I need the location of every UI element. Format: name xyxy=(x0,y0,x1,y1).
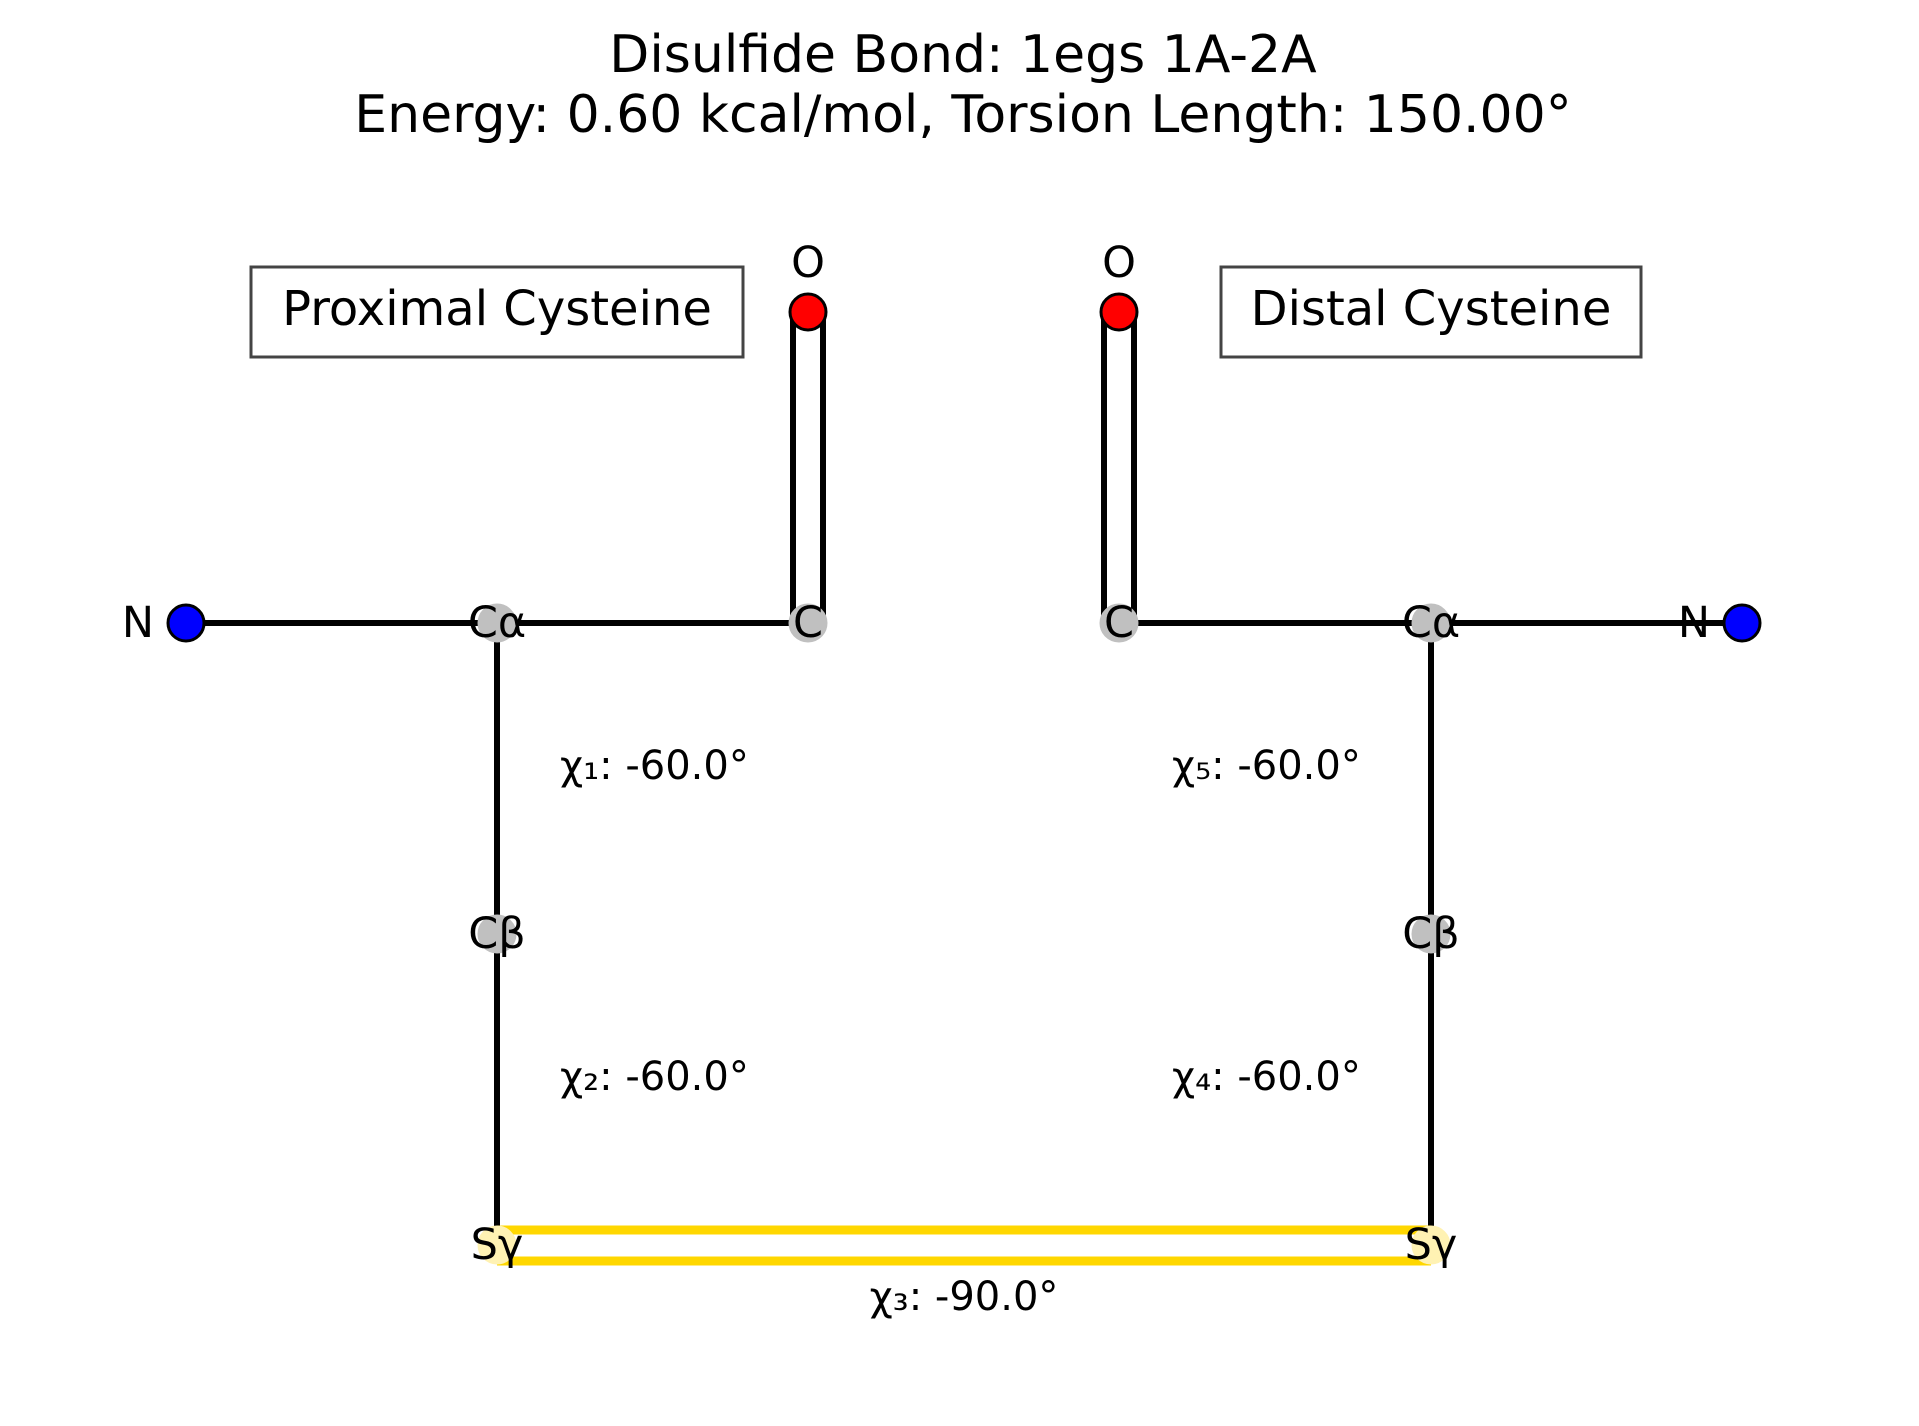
atom-o-distal xyxy=(1099,292,1139,332)
proximal-cysteine-label: Proximal Cysteine xyxy=(282,281,712,337)
disulfide-bond xyxy=(497,1225,1431,1266)
label-cb-distal: Cβ xyxy=(1402,909,1459,959)
title-line-1: Disulfide Bond: 1egs 1A-2A xyxy=(609,25,1317,85)
proximal-cysteine-box: Proximal Cysteine xyxy=(249,265,745,359)
atom-c-distal xyxy=(1099,603,1139,643)
atom-sg-proximal xyxy=(477,1225,517,1265)
distal-cysteine-label: Distal Cysteine xyxy=(1251,281,1612,337)
label-o-proximal: O xyxy=(791,238,825,288)
atom-n-distal xyxy=(1722,603,1762,643)
atom-ca-distal xyxy=(1411,603,1451,643)
chi3-label: χ₃: -90.0° xyxy=(870,1274,1059,1320)
chi1-label: χ₁: -60.0° xyxy=(560,743,749,789)
label-sg-proximal: Sγ xyxy=(471,1220,524,1270)
atom-n-proximal xyxy=(166,603,206,643)
atom-sg-distal xyxy=(1411,1225,1451,1265)
atom-c-proximal xyxy=(788,603,828,643)
chi2-label: χ₂: -60.0° xyxy=(560,1054,749,1100)
label-c-distal: C xyxy=(1104,598,1134,648)
proximal-bonds xyxy=(186,312,826,1245)
distal-cysteine-box: Distal Cysteine xyxy=(1219,265,1643,359)
chi5-label: χ₅: -60.0° xyxy=(1172,743,1361,789)
label-o-distal: O xyxy=(1102,238,1136,288)
atoms xyxy=(166,292,1762,1265)
label-ca-proximal: Cα xyxy=(468,598,526,648)
distal-bonds xyxy=(1101,312,1742,1245)
title-line-2: Energy: 0.60 kcal/mol, Torsion Length: 1… xyxy=(354,85,1571,145)
label-sg-distal: Sγ xyxy=(1405,1220,1458,1270)
atom-o-proximal xyxy=(788,292,828,332)
atom-ca-proximal xyxy=(477,603,517,643)
label-cb-proximal: Cβ xyxy=(468,909,525,959)
label-n-distal: N xyxy=(1678,598,1710,648)
chi4-label: χ₄: -60.0° xyxy=(1172,1054,1361,1100)
atom-cb-proximal xyxy=(477,914,517,954)
label-n-proximal: N xyxy=(122,598,154,648)
atom-cb-distal xyxy=(1411,914,1451,954)
label-c-proximal: C xyxy=(793,598,823,648)
label-ca-distal: Cα xyxy=(1402,598,1460,648)
